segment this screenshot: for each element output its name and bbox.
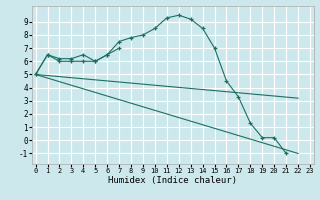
- X-axis label: Humidex (Indice chaleur): Humidex (Indice chaleur): [108, 176, 237, 185]
